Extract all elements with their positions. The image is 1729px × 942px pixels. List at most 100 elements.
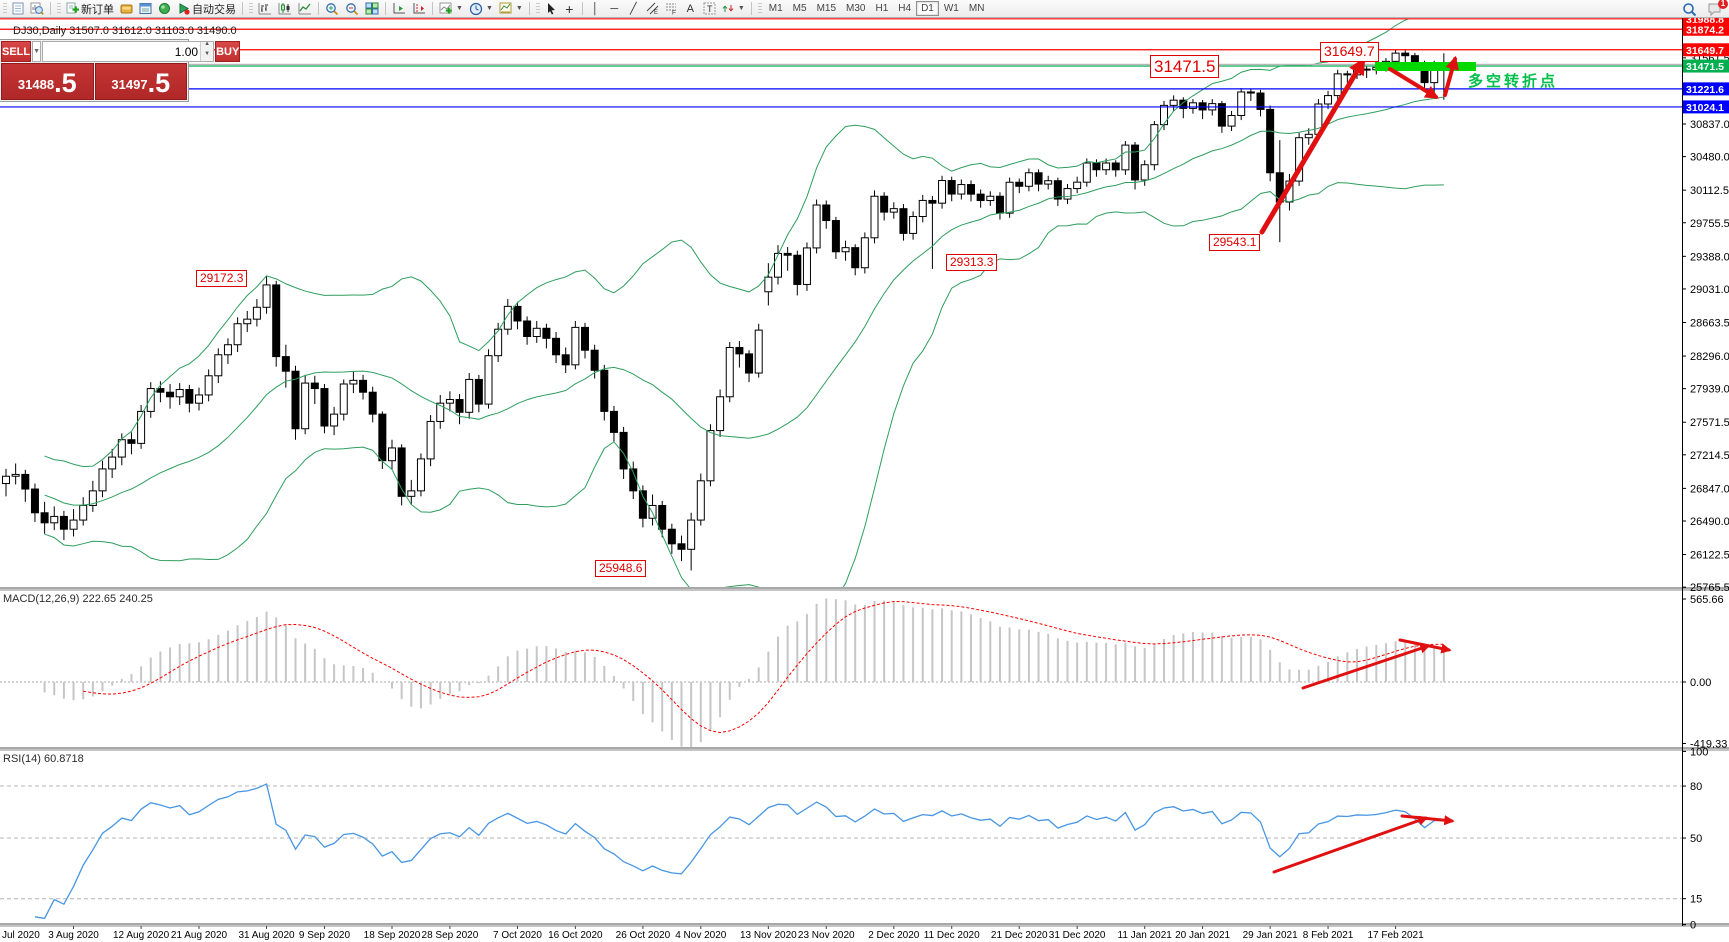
sell-price-pips: .5 bbox=[54, 68, 77, 98]
svg-text:25765.5: 25765.5 bbox=[1690, 582, 1729, 594]
timeframe-button-M30[interactable]: M30 bbox=[841, 1, 870, 16]
fibonacci-tool-button[interactable]: F bbox=[662, 1, 681, 17]
price-annotation-label[interactable]: 29172.3 bbox=[196, 270, 248, 287]
horizontal-line-tool-button[interactable]: ─ bbox=[605, 1, 624, 17]
profile-icon bbox=[30, 2, 44, 15]
templates-button[interactable]: ▼ bbox=[496, 1, 526, 17]
step-up-icon[interactable]: ▲ bbox=[201, 41, 214, 52]
svg-text:31649.7: 31649.7 bbox=[1686, 45, 1724, 57]
svg-text:29 Jan 2021: 29 Jan 2021 bbox=[1243, 930, 1298, 941]
periods-button[interactable]: ▼ bbox=[466, 1, 496, 17]
vertical-line-tool-button[interactable]: │ bbox=[586, 1, 605, 17]
timeframe-button-MN[interactable]: MN bbox=[964, 1, 990, 16]
toolbar-grip[interactable] bbox=[3, 2, 7, 15]
chevron-down-icon: ▼ bbox=[737, 5, 745, 12]
clock-icon bbox=[469, 2, 483, 15]
market-watch-icon bbox=[120, 4, 133, 14]
order-type-dropdown[interactable]: ▼ bbox=[32, 41, 42, 62]
svg-text:29755.5: 29755.5 bbox=[1690, 218, 1729, 230]
chart-text-note[interactable]: 多空转折点 bbox=[1468, 73, 1559, 90]
new-order-icon bbox=[66, 2, 79, 14]
cursor-tool-button[interactable] bbox=[542, 1, 560, 17]
toolbar-grip[interactable] bbox=[757, 2, 762, 15]
timeframe-button-M1[interactable]: M1 bbox=[764, 1, 788, 16]
buy-button[interactable]: BUY bbox=[215, 41, 241, 62]
svg-text:3 Aug 2020: 3 Aug 2020 bbox=[48, 930, 99, 941]
line-chart-icon bbox=[298, 3, 311, 15]
svg-text:565.66: 565.66 bbox=[1690, 594, 1724, 606]
step-down-icon[interactable]: ▼ bbox=[201, 51, 214, 61]
svg-text:26490.0: 26490.0 bbox=[1690, 516, 1729, 528]
timeframe-button-H4[interactable]: H4 bbox=[893, 1, 916, 16]
line-chart-button[interactable] bbox=[295, 1, 315, 17]
price-annotation-label[interactable]: 31649.7 bbox=[1320, 42, 1379, 62]
price-annotation-label[interactable]: 31471.5 bbox=[1150, 55, 1220, 79]
sell-price[interactable]: 31488.5 bbox=[1, 63, 94, 100]
toolbar-grip[interactable] bbox=[535, 2, 540, 15]
template-icon bbox=[499, 2, 512, 14]
new-order-button[interactable]: 新订单 bbox=[63, 1, 117, 17]
indicators-icon bbox=[439, 2, 452, 14]
tile-windows-button[interactable] bbox=[362, 1, 382, 17]
svg-text:7 Oct 2020: 7 Oct 2020 bbox=[493, 930, 542, 941]
new-chart-button[interactable] bbox=[9, 1, 27, 17]
price-axis: 31561.530837.030480.030112.529755.529388… bbox=[1682, 12, 1729, 932]
label-tool-button[interactable]: T bbox=[700, 1, 719, 17]
navigator-icon bbox=[159, 3, 170, 14]
chart-profiles-button[interactable] bbox=[27, 1, 47, 17]
cursor-icon bbox=[547, 3, 555, 15]
svg-text:26847.0: 26847.0 bbox=[1690, 483, 1729, 495]
svg-text:15: 15 bbox=[1690, 894, 1702, 906]
price-annotation-label[interactable]: 29543.1 bbox=[1209, 234, 1261, 251]
navigator-button[interactable] bbox=[155, 1, 174, 17]
trend-arrows[interactable] bbox=[1259, 55, 1459, 874]
zoom-in-button[interactable] bbox=[322, 1, 342, 17]
sell-button[interactable]: SELL bbox=[1, 41, 32, 62]
svg-text:11 Dec 2020: 11 Dec 2020 bbox=[924, 930, 980, 941]
buy-price[interactable]: 31497.5 bbox=[94, 63, 187, 100]
timeframe-button-M15[interactable]: M15 bbox=[812, 1, 841, 16]
highlight-bar[interactable] bbox=[1375, 62, 1476, 71]
fibonacci-icon: F bbox=[665, 3, 676, 15]
tile-windows-icon bbox=[365, 2, 379, 15]
channel-tool-button[interactable]: E bbox=[643, 1, 662, 17]
notifications-button[interactable]: 1 bbox=[1704, 0, 1728, 17]
one-click-trade-panel: SELL ▼ ▲▼ BUY 31488.5 31497.5 bbox=[0, 39, 241, 102]
search-icon bbox=[1683, 2, 1697, 16]
market-watch-button[interactable] bbox=[117, 1, 136, 17]
timeframe-button-H1[interactable]: H1 bbox=[870, 1, 893, 16]
chart-shift-button[interactable] bbox=[409, 1, 429, 17]
zoom-out-icon bbox=[346, 2, 359, 15]
data-window-button[interactable] bbox=[136, 1, 155, 17]
volume-input[interactable] bbox=[43, 42, 201, 61]
price-annotation-label[interactable]: 25948.6 bbox=[595, 560, 647, 577]
auto-trading-button[interactable]: 自动交易 bbox=[174, 1, 239, 17]
search-button[interactable] bbox=[1679, 1, 1700, 17]
volume-stepper[interactable]: ▲ ▼ bbox=[200, 41, 214, 61]
price-annotation-label[interactable]: 29313.3 bbox=[946, 254, 998, 271]
auto-trading-icon bbox=[179, 3, 190, 15]
crosshair-tool-button[interactable]: + bbox=[560, 1, 579, 17]
timeframe-button-D1[interactable]: D1 bbox=[916, 1, 939, 16]
timeframe-button-W1[interactable]: W1 bbox=[939, 1, 964, 16]
svg-text:23 Nov 2020: 23 Nov 2020 bbox=[798, 930, 855, 941]
trendline-tool-button[interactable]: ╱ bbox=[624, 1, 643, 17]
bar-chart-button[interactable] bbox=[255, 1, 275, 17]
indicators-button[interactable]: ▼ bbox=[436, 1, 466, 17]
candlestick-series bbox=[2, 49, 1448, 571]
svg-text:8 Feb 2021: 8 Feb 2021 bbox=[1303, 930, 1354, 941]
arrows-icon bbox=[722, 5, 734, 12]
toolbar-grip[interactable] bbox=[249, 2, 253, 15]
toolbar-grip[interactable] bbox=[57, 2, 61, 15]
timeframe-button-M5[interactable]: M5 bbox=[788, 1, 812, 16]
auto-scroll-button[interactable] bbox=[389, 1, 409, 17]
arrows-tool-button[interactable]: ▼ bbox=[719, 1, 748, 17]
zoom-out-button[interactable] bbox=[342, 1, 362, 17]
candlestick-chart-button[interactable] bbox=[275, 1, 295, 17]
text-tool-button[interactable]: A bbox=[681, 1, 700, 17]
rsi-indicator bbox=[0, 783, 1682, 920]
svg-text:2 Dec 2020: 2 Dec 2020 bbox=[868, 930, 920, 941]
svg-text:30837.0: 30837.0 bbox=[1690, 119, 1729, 131]
